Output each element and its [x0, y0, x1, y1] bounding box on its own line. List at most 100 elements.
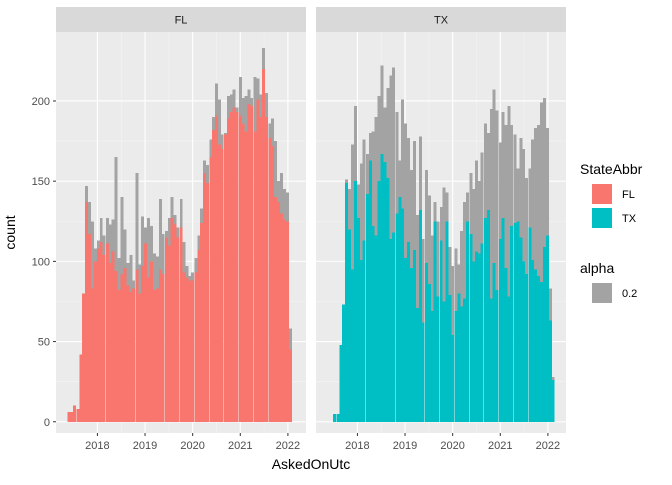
bar-fl	[200, 222, 204, 422]
x-axis-title: AskedOnUtc	[272, 456, 351, 472]
bar-tx	[424, 262, 428, 422]
bar-fl	[82, 293, 86, 422]
bar-fl	[141, 266, 145, 422]
bar-fl	[280, 213, 284, 422]
legend-key-tx	[592, 208, 612, 228]
bar-tx	[501, 218, 505, 422]
bar-fl	[217, 144, 221, 422]
x-tick-label: 2020	[180, 440, 204, 452]
bar-fl	[262, 68, 266, 422]
bar-tx	[442, 301, 446, 422]
bar-tx	[489, 298, 493, 422]
legend-key-alpha	[592, 283, 612, 303]
bar-fl	[179, 227, 183, 422]
bar-tx	[472, 261, 476, 422]
bar-fl	[203, 173, 207, 422]
legend-label-tx: TX	[622, 213, 637, 225]
bar-tx	[551, 380, 555, 422]
bar-fl	[241, 123, 245, 422]
bar-fl	[91, 288, 95, 422]
bar-fl	[123, 267, 127, 422]
bar-tx	[445, 221, 449, 422]
bar-tx	[386, 177, 390, 422]
bar-tx	[536, 275, 540, 422]
bar-fl	[238, 115, 242, 422]
bar-total	[536, 125, 540, 422]
bar-fl	[283, 219, 287, 422]
bar-fl	[214, 115, 218, 422]
bar-tx	[545, 235, 549, 422]
bar-tx	[430, 311, 434, 422]
bar-tx	[395, 213, 399, 422]
x-tick-label: 2021	[228, 440, 252, 452]
bar-tx	[333, 413, 337, 422]
bar-fl	[194, 272, 198, 422]
bar-tx	[406, 242, 410, 422]
bar-tx	[413, 250, 417, 422]
legend: StateAbbr FL TX alpha 0.2	[580, 161, 643, 303]
bar-fl	[79, 354, 83, 422]
bar-tx	[528, 227, 532, 422]
bar-fl	[191, 280, 195, 422]
bar-fl	[259, 117, 263, 422]
bar-tx	[548, 320, 552, 422]
bar-tx	[356, 218, 360, 422]
x-tick-label: 2022	[536, 440, 560, 452]
bar-fl	[285, 221, 289, 422]
bar-tx	[401, 208, 405, 422]
y-tick-label: 0	[44, 417, 50, 429]
bar-tx	[534, 269, 538, 422]
bar-tx	[410, 267, 414, 422]
legend-title-stateabbr: StateAbbr	[580, 161, 643, 177]
bar-tx	[540, 282, 544, 422]
bar-fl	[170, 218, 174, 422]
bar-fl	[197, 250, 201, 422]
x-tick-label: 2019	[133, 440, 157, 452]
bar-tx	[469, 234, 473, 422]
bar-fl	[114, 270, 118, 422]
x-tick-label: 2020	[440, 440, 464, 452]
y-axis-title: count	[2, 215, 18, 249]
facet-strip-label: FL	[175, 15, 188, 27]
bar-fl	[102, 254, 106, 422]
bar-total	[507, 105, 511, 422]
bar-fl	[146, 277, 150, 422]
bar-fl	[126, 285, 130, 422]
bar-fl	[129, 291, 133, 422]
bar-tx	[336, 413, 340, 422]
bar-tx	[415, 307, 419, 422]
bar-tx	[339, 344, 343, 422]
bar-tx	[383, 161, 387, 422]
bar-total	[492, 89, 496, 422]
bar-fl	[99, 242, 103, 422]
bar-tx	[477, 253, 481, 422]
bar-fl	[253, 131, 257, 422]
bar-tx	[492, 262, 496, 422]
bar-fl	[70, 412, 74, 422]
bar-fl	[105, 243, 109, 422]
bar-fl	[167, 245, 171, 422]
bar-tx	[398, 197, 402, 422]
bar-fl	[264, 117, 268, 422]
bar-fl	[150, 261, 154, 422]
x-tick-label: 2019	[393, 440, 417, 452]
bar-tx	[486, 210, 490, 422]
bar-fl	[268, 137, 272, 422]
x-tick-label: 2018	[345, 440, 369, 452]
bar-fl	[67, 412, 71, 422]
bar-tx	[454, 311, 458, 422]
bar-fl	[135, 269, 139, 422]
bar-fl	[235, 112, 239, 422]
bar-total	[495, 110, 499, 422]
bar-fl	[229, 112, 233, 422]
bar-fl	[84, 202, 88, 422]
bar-tx	[371, 226, 375, 422]
facet-panel-tx: TX 2018 2019 2020 2021 2022	[316, 7, 566, 452]
bar-fl	[205, 182, 209, 422]
bar-tx	[484, 218, 488, 422]
bar-tx	[451, 335, 455, 422]
legend-label-alpha: 0.2	[622, 288, 637, 300]
bar-tx	[418, 210, 422, 422]
bar-fl	[176, 237, 180, 422]
